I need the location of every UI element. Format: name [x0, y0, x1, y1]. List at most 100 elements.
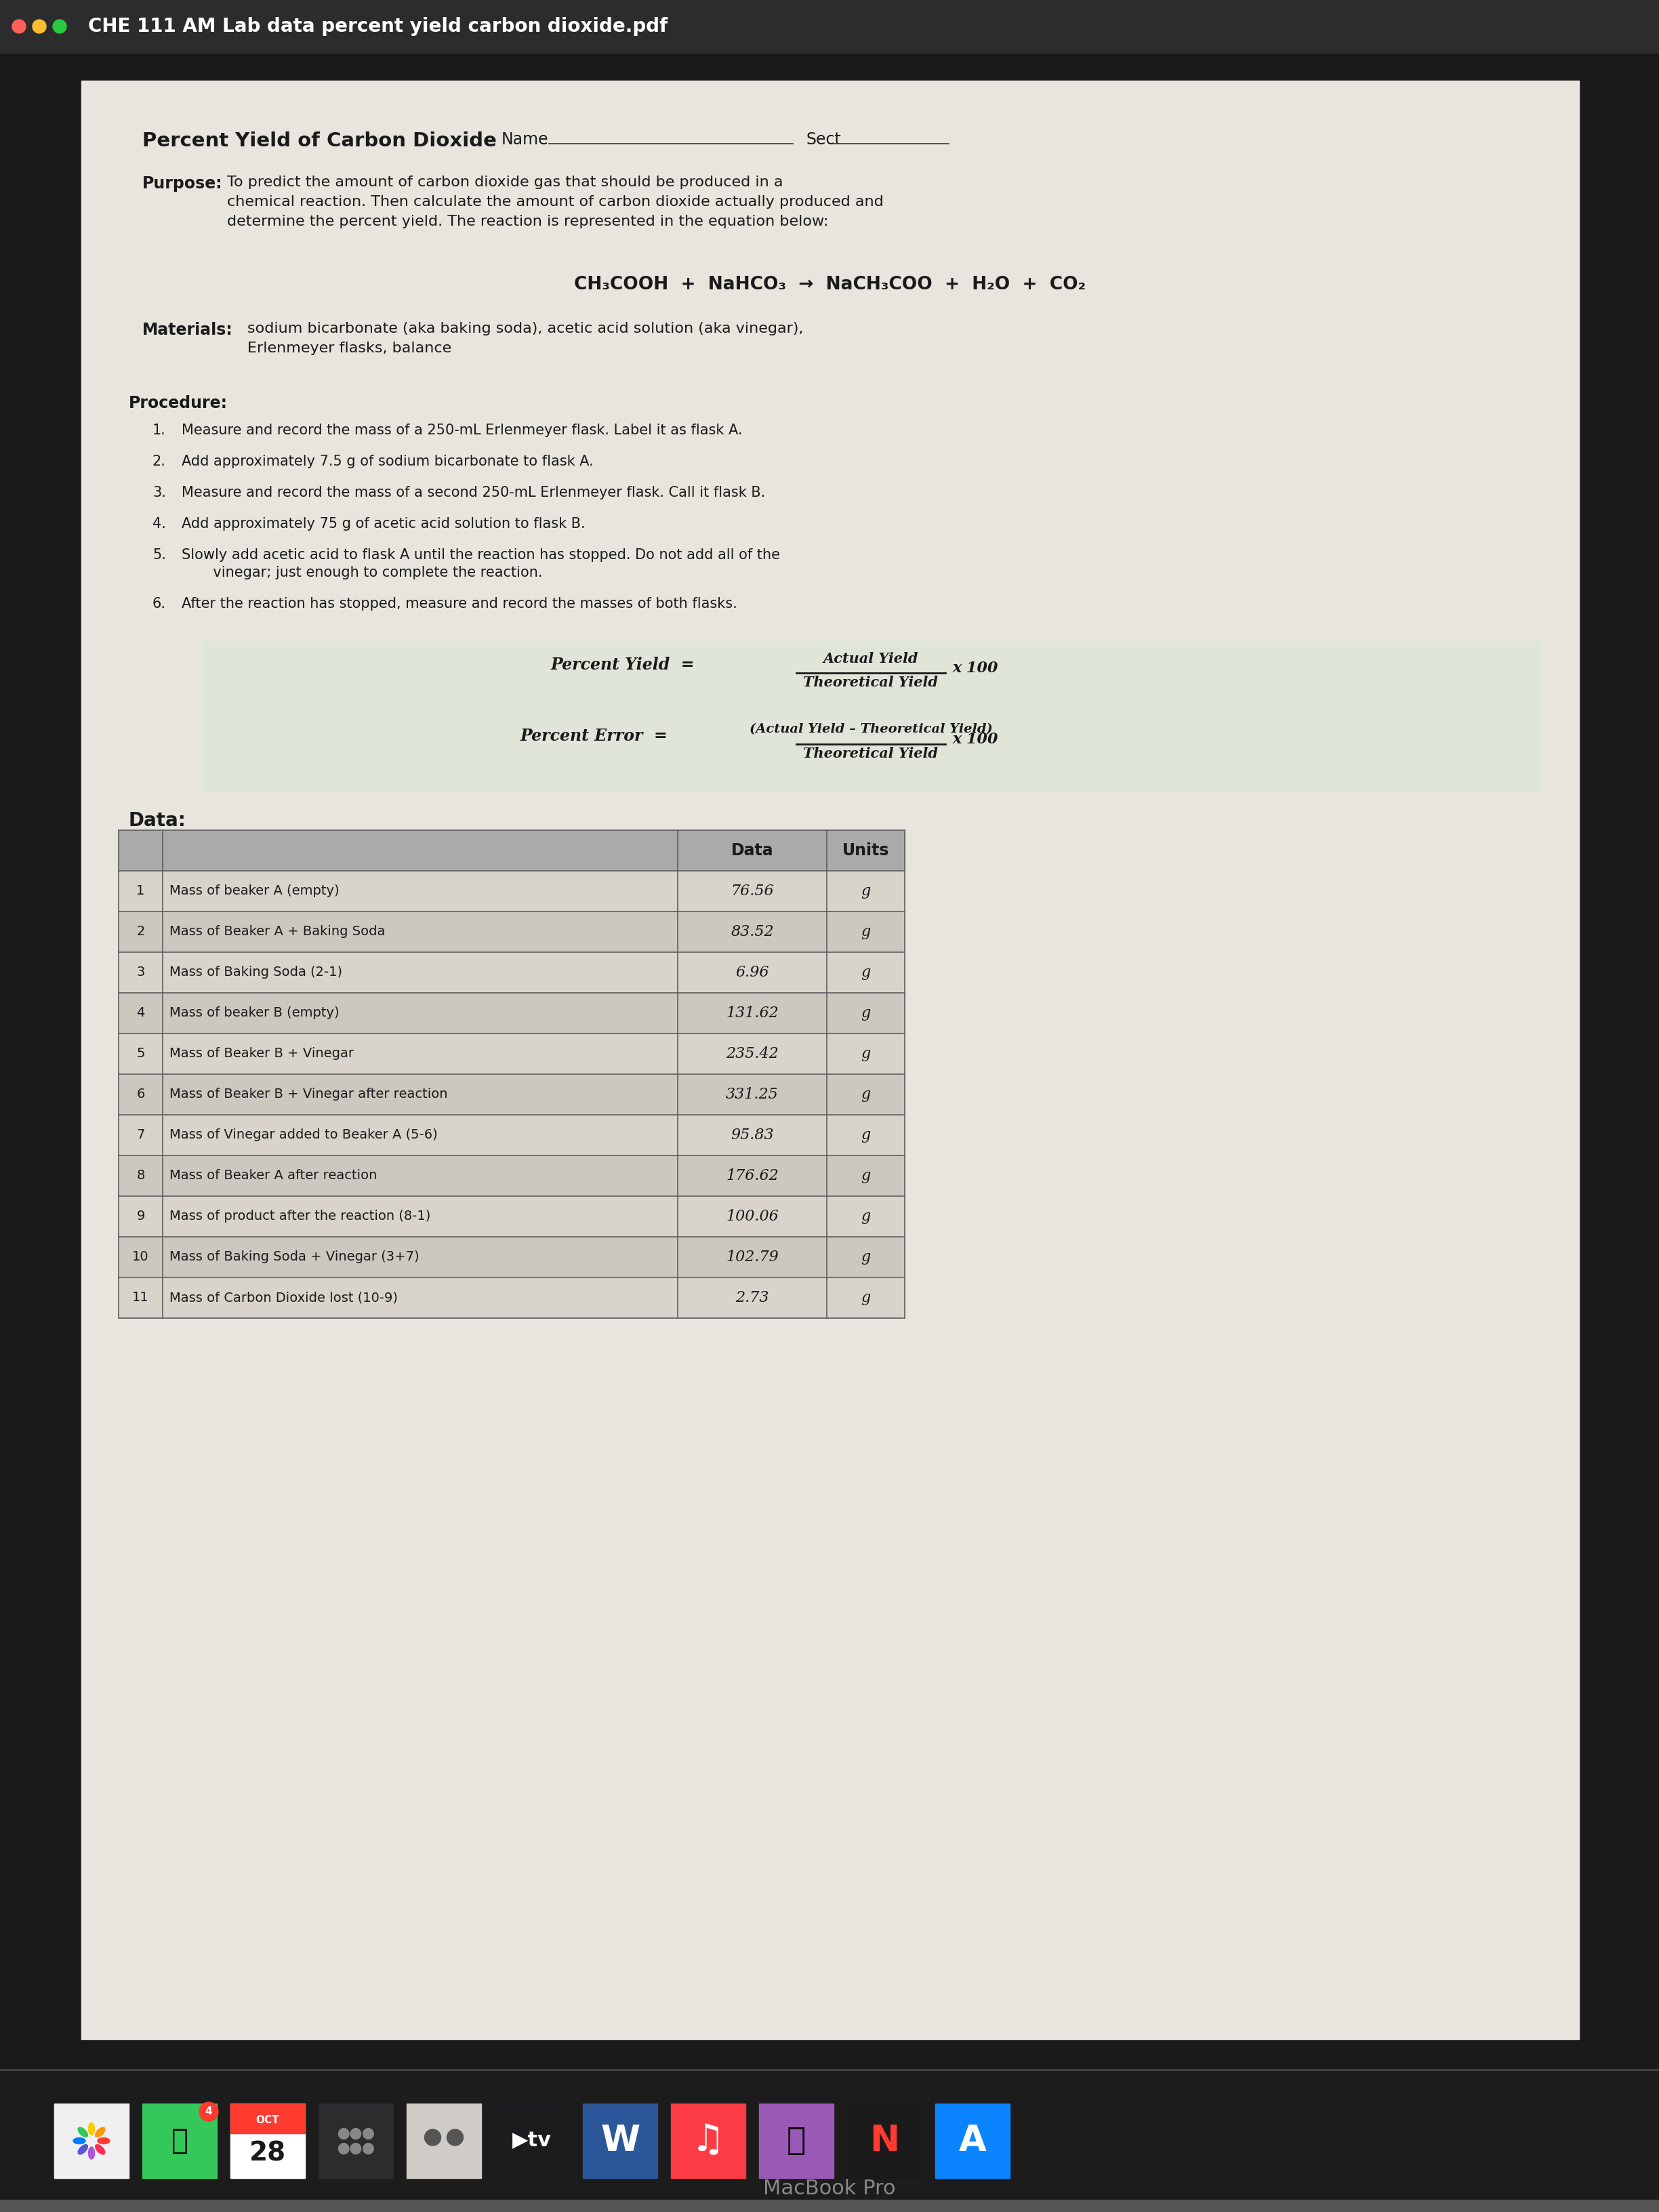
Bar: [118, 993, 904, 1033]
Text: 3.: 3.: [153, 487, 166, 500]
Text: 5.: 5.: [153, 549, 166, 562]
Text: Mass of beaker A (empty): Mass of beaker A (empty): [169, 885, 340, 898]
Text: 📹: 📹: [171, 2126, 187, 2154]
Text: Theoretical Yield: Theoretical Yield: [803, 748, 939, 761]
Text: 331.25: 331.25: [727, 1086, 778, 1102]
Bar: [118, 1197, 904, 1237]
Text: Mass of product after the reaction (8-1): Mass of product after the reaction (8-1): [169, 1210, 431, 1223]
Text: After the reaction has stopped, measure and record the masses of both flasks.: After the reaction has stopped, measure …: [181, 597, 737, 611]
Text: 76.56: 76.56: [730, 885, 773, 898]
Bar: [670, 2104, 745, 2179]
Text: Materials:: Materials:: [143, 323, 232, 338]
Text: Mass of Carbon Dioxide lost (10-9): Mass of Carbon Dioxide lost (10-9): [169, 1292, 398, 1305]
Text: 102.79: 102.79: [727, 1250, 778, 1265]
Text: A: A: [959, 2124, 987, 2159]
Text: Percent Yield of Carbon Dioxide: Percent Yield of Carbon Dioxide: [143, 131, 496, 150]
Text: 176.62: 176.62: [727, 1168, 778, 1183]
Text: Mass of Beaker A + Baking Soda: Mass of Beaker A + Baking Soda: [169, 925, 385, 938]
Text: CH₃COOH  +  NaHCO₃  →  NaCH₃COO  +  H₂O  +  CO₂: CH₃COOH + NaHCO₃ → NaCH₃COO + H₂O + CO₂: [574, 276, 1087, 294]
Text: Measure and record the mass of a 250-mL Erlenmeyer flask. Label it as flask A.: Measure and record the mass of a 250-mL …: [181, 422, 743, 438]
Text: x 100: x 100: [952, 732, 999, 748]
Text: ▶tv: ▶tv: [513, 2130, 552, 2150]
Circle shape: [425, 2130, 441, 2146]
Circle shape: [12, 20, 27, 33]
Text: ⬤⬤⬤
⬤⬤⬤: ⬤⬤⬤ ⬤⬤⬤: [337, 2128, 375, 2154]
Text: 4: 4: [136, 1006, 144, 1020]
Bar: [118, 1115, 904, 1155]
Text: 6.96: 6.96: [735, 964, 770, 980]
Text: 1: 1: [136, 885, 144, 898]
Text: g: g: [861, 925, 871, 940]
Text: Mass of Beaker A after reaction: Mass of Beaker A after reaction: [169, 1170, 377, 1181]
Text: Mass of beaker B (empty): Mass of beaker B (empty): [169, 1006, 340, 1020]
Text: Data: Data: [732, 843, 773, 858]
Bar: [494, 2104, 569, 2179]
Text: ♫: ♫: [692, 2124, 725, 2159]
Text: 10: 10: [133, 1250, 149, 1263]
Text: 11: 11: [133, 1292, 149, 1305]
Bar: [231, 2104, 305, 2132]
Text: Add approximately 7.5 g of sodium bicarbonate to flask A.: Add approximately 7.5 g of sodium bicarb…: [181, 456, 594, 469]
Bar: [204, 641, 1538, 792]
Text: 28: 28: [249, 2141, 285, 2166]
Text: Percent Error  =: Percent Error =: [519, 728, 667, 743]
Bar: [0, 0, 1659, 53]
Text: 100.06: 100.06: [727, 1210, 778, 1223]
Bar: [406, 2104, 481, 2179]
Text: Mass of Beaker B + Vinegar after reaction: Mass of Beaker B + Vinegar after reactio…: [169, 1088, 448, 1102]
Text: Slowly add acetic acid to flask A until the reaction has stopped. Do not add all: Slowly add acetic acid to flask A until …: [181, 549, 780, 580]
Text: sodium bicarbonate (aka baking soda), acetic acid solution (aka vinegar),
Erlenm: sodium bicarbonate (aka baking soda), ac…: [247, 323, 803, 354]
Text: g: g: [861, 1290, 871, 1305]
Bar: [55, 2104, 129, 2179]
Bar: [118, 1237, 904, 1279]
Text: Mass of Baking Soda + Vinegar (3+7): Mass of Baking Soda + Vinegar (3+7): [169, 1250, 420, 1263]
Bar: [118, 951, 904, 993]
Ellipse shape: [88, 2124, 95, 2135]
Text: Mass of Vinegar added to Beaker A (5-6): Mass of Vinegar added to Beaker A (5-6): [169, 1128, 438, 1141]
Bar: [81, 80, 1579, 2039]
Text: 7: 7: [136, 1128, 144, 1141]
Text: x 100: x 100: [952, 661, 999, 675]
Text: 1.: 1.: [153, 422, 166, 438]
Text: 9: 9: [136, 1210, 144, 1223]
Text: 4.: 4.: [153, 518, 166, 531]
Text: g: g: [861, 1046, 871, 1062]
Circle shape: [199, 2101, 219, 2121]
Bar: [848, 2104, 922, 2179]
Bar: [231, 2104, 305, 2179]
Text: 2.: 2.: [153, 456, 166, 469]
Bar: [118, 911, 904, 951]
Text: Actual Yield: Actual Yield: [823, 653, 919, 666]
Circle shape: [53, 20, 66, 33]
Circle shape: [446, 2130, 463, 2146]
Text: g: g: [861, 885, 871, 898]
Text: g: g: [861, 1086, 871, 1102]
Ellipse shape: [95, 2128, 105, 2137]
Text: Measure and record the mass of a second 250-mL Erlenmeyer flask. Call it flask B: Measure and record the mass of a second …: [181, 487, 765, 500]
Bar: [118, 1155, 904, 1197]
Bar: [760, 2104, 833, 2179]
Text: 4: 4: [206, 2106, 212, 2117]
Text: 2.73: 2.73: [735, 1290, 770, 1305]
Text: OCT: OCT: [255, 2115, 279, 2126]
Text: Procedure:: Procedure:: [129, 396, 227, 411]
Text: W: W: [601, 2124, 640, 2159]
Text: 5: 5: [136, 1046, 144, 1060]
Text: g: g: [861, 1250, 871, 1265]
Text: g: g: [861, 964, 871, 980]
Text: Units: Units: [843, 843, 889, 858]
Text: CHE 111 AM Lab data percent yield carbon dioxide.pdf: CHE 111 AM Lab data percent yield carbon…: [88, 18, 667, 35]
Text: Add approximately 75 g of acetic acid solution to flask B.: Add approximately 75 g of acetic acid so…: [181, 518, 586, 531]
Bar: [118, 872, 904, 911]
Text: 235.42: 235.42: [727, 1046, 778, 1062]
Text: Data:: Data:: [129, 812, 186, 830]
Bar: [0, 2070, 1659, 2212]
Text: Mass of Beaker B + Vinegar: Mass of Beaker B + Vinegar: [169, 1046, 353, 1060]
Text: Name: Name: [501, 131, 549, 148]
Text: (Actual Yield – Theoretical Yield): (Actual Yield – Theoretical Yield): [750, 723, 992, 734]
Bar: [143, 2104, 217, 2179]
Ellipse shape: [88, 2148, 95, 2159]
Bar: [118, 1075, 904, 1115]
Bar: [118, 1279, 904, 1318]
Text: Percent Yield  =: Percent Yield =: [551, 657, 695, 672]
